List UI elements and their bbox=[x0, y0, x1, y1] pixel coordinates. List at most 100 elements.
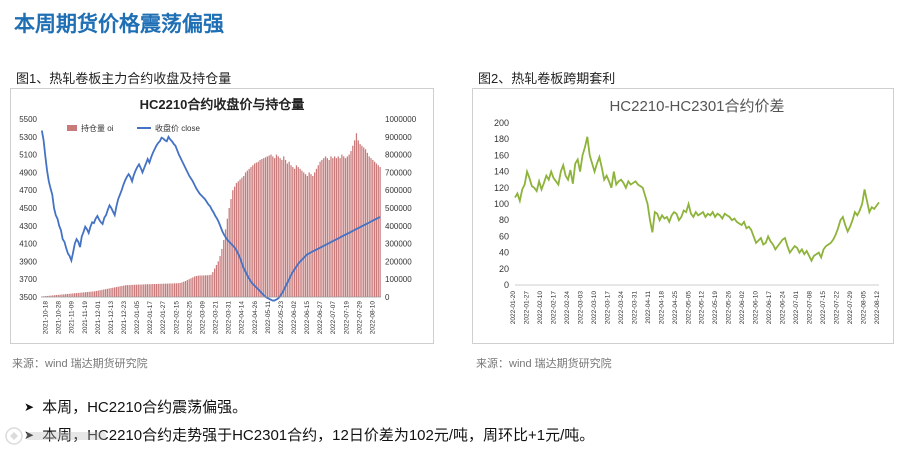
oi-bar bbox=[332, 158, 334, 297]
y-tick-label: 120 bbox=[494, 183, 509, 193]
chart2-label: 图2、热轧卷板跨期套利 bbox=[478, 71, 616, 86]
oi-bar bbox=[303, 172, 305, 297]
oi-bar bbox=[64, 294, 67, 297]
oi-bar bbox=[295, 165, 298, 297]
oi-bar bbox=[290, 165, 292, 297]
oi-bar bbox=[323, 158, 325, 297]
oi-bar bbox=[224, 229, 227, 297]
oi-bar bbox=[239, 179, 241, 297]
x-tick-label: 2022-01-27 bbox=[524, 291, 531, 325]
oi-bar bbox=[243, 175, 245, 297]
chart1-title: HC2210合约收盘价与持仓量 bbox=[140, 97, 305, 112]
y-left-tick-label: 3900 bbox=[19, 257, 37, 266]
oi-bar bbox=[48, 295, 50, 297]
oi-bar bbox=[112, 287, 114, 297]
oi-bar bbox=[206, 275, 208, 297]
oi-bar bbox=[161, 283, 163, 297]
x-tick-label: 2022-02-25 bbox=[186, 301, 193, 335]
x-tick-label: 2022-01-20 bbox=[510, 291, 517, 325]
legend-oi-label: 持仓量 oi bbox=[81, 123, 114, 133]
oi-bar bbox=[366, 152, 368, 297]
legend-close-label: 收盘价 close bbox=[155, 123, 200, 133]
x-tick-label: 2022-03-10 bbox=[591, 291, 598, 325]
oi-bar bbox=[339, 158, 341, 297]
bullet-item-2: ➤ 本周，HC2210合约走势强于HC2301合约，12日价差为102元/吨，周… bbox=[24, 424, 594, 445]
y-left-tick-label: 5300 bbox=[19, 133, 37, 142]
oi-bar bbox=[221, 248, 223, 297]
oi-bar bbox=[92, 291, 94, 297]
oi-bar bbox=[95, 290, 98, 297]
oi-bar bbox=[328, 159, 330, 297]
chart1-source: 来源：wind 瑞达期货研究院 bbox=[12, 358, 148, 370]
close-price-line bbox=[40, 130, 381, 302]
oi-bar bbox=[184, 280, 187, 297]
oi-bar bbox=[103, 289, 105, 297]
oi-bar bbox=[375, 163, 378, 297]
oi-bar bbox=[341, 154, 343, 297]
y-tick-label: 180 bbox=[494, 134, 509, 144]
oi-bar bbox=[368, 156, 370, 297]
oi-bar bbox=[130, 284, 132, 297]
oi-bar bbox=[319, 161, 321, 297]
oi-bar bbox=[308, 172, 310, 297]
oi-bar bbox=[188, 279, 190, 297]
x-tick-label: 2022-06-02 bbox=[739, 291, 746, 325]
x-tick-label: 2022-01-05 bbox=[134, 301, 141, 335]
spread-chart: HC2210-HC2301合约价差 0 20 40 60 80 100 120 140 160 18… bbox=[494, 98, 881, 325]
oi-bar bbox=[104, 289, 107, 297]
oi-bar bbox=[354, 140, 356, 297]
oi-bar bbox=[190, 278, 192, 297]
oi-bar bbox=[310, 174, 312, 297]
oi-bar bbox=[110, 288, 112, 297]
x-tick-label: 2021-10-28 bbox=[56, 301, 63, 335]
oi-bar bbox=[252, 165, 254, 297]
x-tick-label: 2022-01-17 bbox=[147, 301, 154, 335]
oi-bar bbox=[208, 275, 210, 297]
chart1-frame: HC2210合约收盘价与持仓量 3500 3700 3900 4100 4300 4500 4… bbox=[10, 88, 434, 344]
oi-bar bbox=[70, 293, 72, 297]
oi-bar bbox=[288, 161, 290, 297]
y-tick-label: 0 bbox=[504, 280, 509, 290]
x-tick-label: 2022-07-15 bbox=[820, 291, 827, 325]
x-tick-label: 2022-04-11 bbox=[645, 291, 652, 324]
y-left-tick-label: 4100 bbox=[19, 240, 37, 249]
y-left-tick-label: 3500 bbox=[19, 293, 37, 302]
oi-bar bbox=[114, 287, 116, 297]
oi-bar bbox=[170, 283, 172, 297]
oi-bar bbox=[197, 275, 199, 297]
oi-bar bbox=[88, 291, 90, 297]
oi-bar bbox=[321, 159, 323, 297]
bullet-text-2: 本周，HC2210合约走势强于HC2301合约，12日价差为102元/吨，周环比… bbox=[42, 427, 595, 444]
oi-bar bbox=[244, 172, 247, 297]
x-tick-label: 2022-04-14 bbox=[239, 301, 246, 335]
x-tick-label: 2021-12-01 bbox=[95, 301, 102, 335]
oi-bar bbox=[44, 296, 47, 297]
oi-bar bbox=[281, 159, 283, 297]
oi-bar bbox=[55, 295, 58, 297]
oi-bar bbox=[306, 175, 308, 297]
x-tick-label: 2022-06-24 bbox=[780, 291, 787, 325]
y-right-tick-label: 500000 bbox=[385, 204, 412, 213]
oi-bar bbox=[272, 156, 274, 297]
oi-bar bbox=[195, 276, 198, 297]
y-tick-label: 40 bbox=[499, 248, 509, 258]
oi-bar bbox=[232, 190, 234, 297]
oi-bar bbox=[234, 186, 236, 297]
oi-bar bbox=[168, 283, 170, 297]
oi-bar bbox=[274, 158, 276, 297]
x-tick-label: 2022-02-17 bbox=[550, 291, 557, 325]
x-tick-label: 2022-03-03 bbox=[577, 291, 584, 325]
y-right-tick-label: 200000 bbox=[385, 257, 412, 266]
y-tick-label: 60 bbox=[499, 231, 509, 241]
oi-bar bbox=[203, 275, 205, 297]
oi-bar bbox=[266, 156, 268, 297]
oi-bar bbox=[277, 156, 279, 297]
oi-bar bbox=[228, 208, 230, 297]
oi-bar bbox=[355, 133, 358, 297]
x-tick-label: 2022-06-15 bbox=[304, 301, 311, 335]
oi-bar bbox=[75, 293, 78, 297]
oi-bar bbox=[286, 163, 288, 297]
oi-bar bbox=[315, 168, 318, 297]
oi-bar bbox=[141, 284, 143, 297]
oi-bar bbox=[61, 294, 63, 297]
